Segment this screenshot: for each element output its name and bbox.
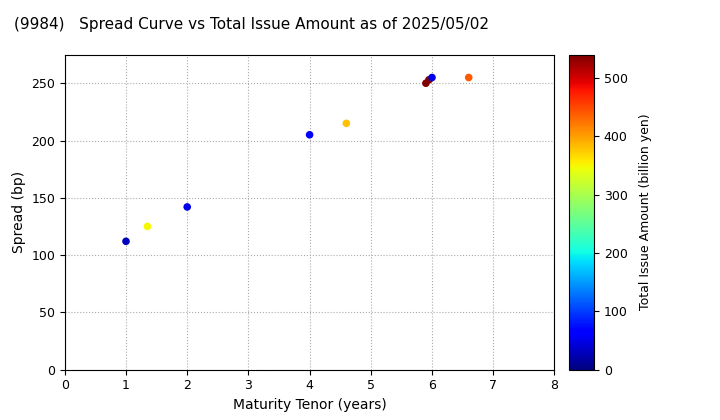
Point bbox=[423, 76, 435, 83]
Point bbox=[463, 74, 474, 81]
Text: (9984)   Spread Curve vs Total Issue Amount as of 2025/05/02: (9984) Spread Curve vs Total Issue Amoun… bbox=[14, 17, 490, 32]
Y-axis label: Total Issue Amount (billion yen): Total Issue Amount (billion yen) bbox=[639, 114, 652, 310]
Point bbox=[426, 74, 438, 81]
Point bbox=[142, 223, 153, 230]
Point bbox=[341, 120, 352, 127]
Point bbox=[120, 238, 132, 245]
Point bbox=[420, 80, 432, 87]
X-axis label: Maturity Tenor (years): Maturity Tenor (years) bbox=[233, 398, 387, 412]
Point bbox=[304, 131, 315, 138]
Y-axis label: Spread (bp): Spread (bp) bbox=[12, 171, 26, 253]
Point bbox=[181, 204, 193, 210]
